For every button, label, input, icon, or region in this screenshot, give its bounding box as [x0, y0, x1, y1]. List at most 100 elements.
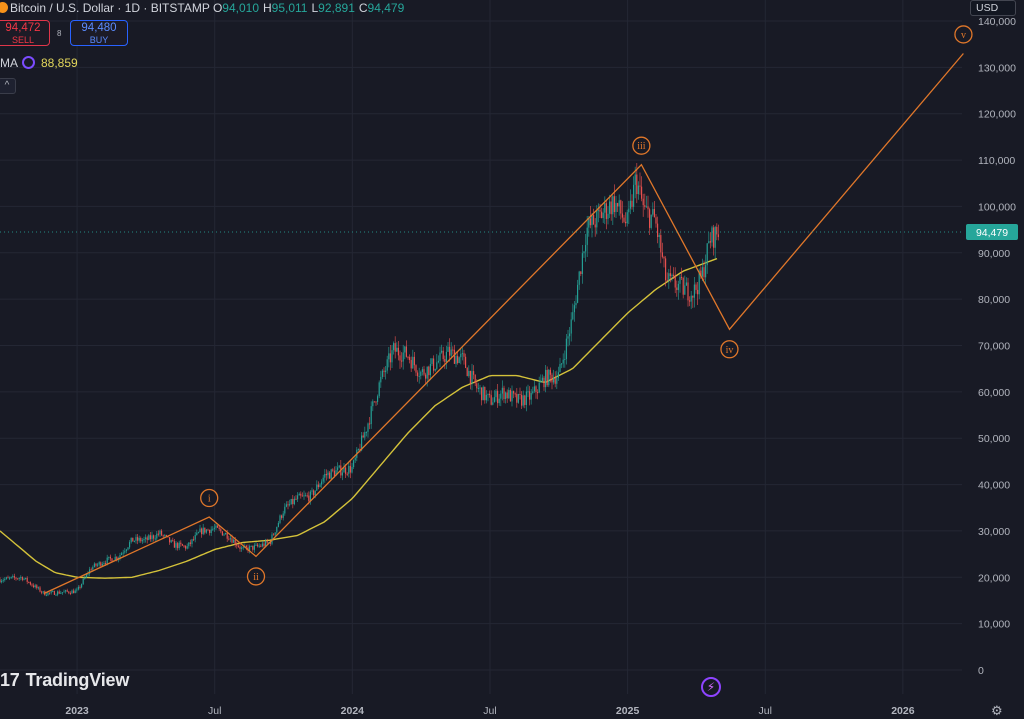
candle-body — [556, 378, 558, 384]
time-axis[interactable]: 2023 Jul 2024 Jul 2025 Jul 2026 — [65, 705, 914, 717]
x-tick-label: 2025 — [616, 705, 640, 717]
candle-body — [111, 558, 113, 562]
candle-body — [148, 535, 150, 540]
candle-body — [647, 206, 649, 210]
candle-body — [530, 393, 532, 400]
candle-body — [623, 217, 625, 222]
candle-body — [625, 221, 627, 224]
candle-body — [212, 528, 214, 530]
sell-price: 94,472 — [5, 22, 41, 34]
candle-body — [421, 369, 423, 372]
candle-body — [31, 584, 33, 586]
candle-body — [386, 359, 388, 371]
candle-body — [517, 394, 519, 403]
candle-body — [377, 396, 379, 402]
candle-body — [338, 465, 340, 468]
candle-body — [509, 390, 511, 402]
candle-body — [116, 556, 118, 560]
candle-body — [453, 349, 455, 364]
candle-body — [151, 535, 153, 540]
candle-body — [52, 591, 54, 593]
candle-body — [269, 542, 271, 544]
candle-body — [418, 375, 420, 377]
buy-button[interactable]: 94,480 BUY — [70, 20, 128, 46]
candle-body — [495, 390, 497, 398]
candle-body — [410, 360, 412, 369]
currency-selector[interactable]: USD — [970, 0, 1016, 16]
candle-body — [137, 537, 139, 541]
candle-body — [178, 542, 180, 549]
candle-body — [373, 401, 375, 403]
wave-label-circle — [632, 136, 651, 155]
candle-body — [119, 554, 121, 559]
candle-body — [465, 356, 467, 368]
candle-body — [476, 383, 478, 389]
candle-body — [364, 432, 366, 438]
candle-body — [474, 374, 476, 384]
candle-body — [594, 224, 596, 228]
candle-body — [228, 538, 230, 540]
y-tick-label: 60,000 — [978, 387, 1010, 399]
candle-body — [671, 274, 673, 277]
price-axis[interactable]: 0 10,000 20,000 30,000 40,000 50,000 60,000 70,… — [978, 16, 1016, 677]
candle-body — [634, 174, 636, 185]
candle-body — [87, 573, 89, 575]
sell-button[interactable]: 94,472 SELL — [0, 20, 50, 46]
candle-body — [65, 590, 67, 592]
candle-body — [551, 374, 553, 383]
candle-body — [618, 200, 620, 207]
candle-body — [657, 223, 659, 238]
wave-polyline — [43, 53, 964, 595]
candle-body — [98, 562, 100, 565]
candle-body — [463, 353, 465, 357]
candle-body — [233, 539, 235, 543]
candle-body — [210, 529, 212, 534]
gear-icon[interactable]: ⚙ — [991, 703, 1003, 718]
candle-body — [271, 534, 273, 544]
candle-body — [620, 200, 622, 214]
candle-body — [407, 356, 409, 358]
candle-body — [473, 371, 475, 375]
candle-body — [586, 227, 588, 245]
candle-body — [525, 391, 527, 405]
symbol-header[interactable]: Bitcoin / U.S. Dollar · 1D · BITSTAMP O9… — [0, 0, 408, 16]
candle-body — [245, 545, 247, 548]
candle-body — [365, 431, 367, 433]
candle-body — [399, 355, 401, 361]
low-value: 92,891 — [318, 1, 355, 15]
tradingview-name: TradingView — [25, 670, 130, 690]
indicator-settings-icon[interactable] — [22, 56, 35, 69]
candle-body — [641, 186, 643, 199]
candle-body — [281, 515, 283, 518]
candle-body — [1, 580, 3, 583]
candle-body — [591, 214, 593, 226]
wave-label-iv: iv — [726, 345, 734, 356]
candle-body — [385, 370, 387, 373]
candle-body — [13, 576, 15, 578]
ma-indicator-legend[interactable]: MA 88,859 — [0, 56, 78, 70]
candle-body — [540, 380, 542, 383]
lightning-bolt-icon[interactable]: ⚡ — [701, 677, 721, 697]
candle-body — [207, 529, 209, 531]
candle-body — [631, 200, 633, 207]
tradingview-logo: 17 — [0, 670, 20, 690]
candle-body — [493, 397, 495, 403]
candle-body — [231, 538, 233, 543]
candle-body — [401, 360, 403, 362]
candle-body — [357, 449, 359, 451]
buy-price: 94,480 — [81, 22, 117, 34]
candle-body — [258, 545, 260, 547]
y-tick-label: 100,000 — [978, 201, 1016, 213]
candle-body — [541, 377, 543, 381]
candle-body — [197, 532, 199, 534]
tradingview-brand[interactable]: 17 TradingView — [0, 670, 129, 691]
candle-body — [345, 467, 347, 474]
candle-body — [177, 543, 179, 549]
candle-body — [370, 406, 372, 424]
candle-body — [253, 545, 255, 550]
candle-body — [266, 540, 268, 543]
candle-body — [319, 484, 321, 488]
collapse-legend-button[interactable]: ^ — [0, 78, 16, 94]
